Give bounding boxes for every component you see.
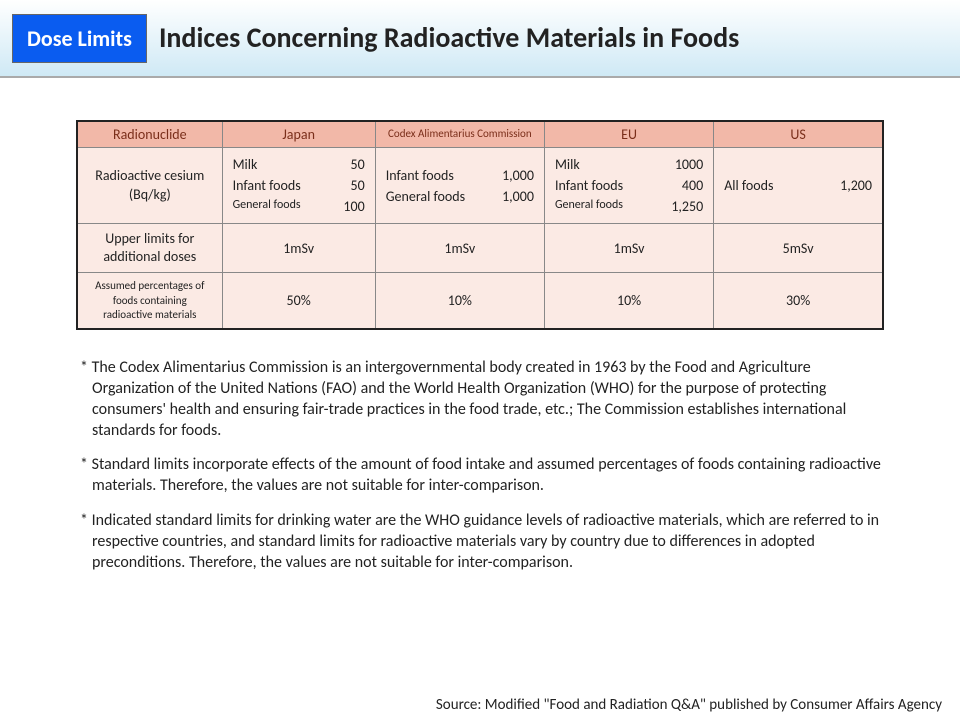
row-cesium: Radioactive cesium (Bq/kg) Milk50 Infant… bbox=[77, 148, 883, 224]
cell-codex-cesium: Infant foods1,000 General foods1,000 bbox=[375, 148, 544, 224]
row2-label: Upper limits for additional doses bbox=[77, 224, 222, 273]
note-2: * Standard limits incorporate effects of… bbox=[76, 455, 884, 497]
footnotes: * The Codex Alimentarius Commission is a… bbox=[76, 358, 884, 573]
row3-label: Assumed percentages of foods containing … bbox=[77, 273, 222, 329]
cell-us-limit: 5mSv bbox=[714, 224, 883, 273]
row-upper-limits: Upper limits for additional doses 1mSv 1… bbox=[77, 224, 883, 273]
col-japan: Japan bbox=[222, 121, 375, 148]
cell-eu-cesium: Milk1000 Infant foods400 General foods1,… bbox=[544, 148, 713, 224]
cell-japan-cesium: Milk50 Infant foods50 General foods100 bbox=[222, 148, 375, 224]
cell-eu-pct: 10% bbox=[544, 273, 713, 329]
col-codex: Codex Alimentarius Commission bbox=[375, 121, 544, 148]
row-assumed-pct: Assumed percentages of foods containing … bbox=[77, 273, 883, 329]
cell-eu-limit: 1mSv bbox=[544, 224, 713, 273]
cell-codex-pct: 10% bbox=[375, 273, 544, 329]
content-area: Radionuclide Japan Codex Alimentarius Co… bbox=[0, 78, 960, 573]
header-bar: Dose Limits Indices Concerning Radioacti… bbox=[0, 0, 960, 78]
cell-us-pct: 30% bbox=[714, 273, 883, 329]
indices-table: Radionuclide Japan Codex Alimentarius Co… bbox=[76, 120, 884, 330]
col-eu: EU bbox=[544, 121, 713, 148]
note-3: * Indicated standard limits for drinking… bbox=[76, 511, 884, 573]
page-title: Indices Concerning Radioactive Materials… bbox=[159, 22, 739, 54]
col-us: US bbox=[714, 121, 883, 148]
row1-label: Radioactive cesium (Bq/kg) bbox=[77, 148, 222, 224]
cell-us-cesium: All foods1,200 bbox=[714, 148, 883, 224]
table-header-row: Radionuclide Japan Codex Alimentarius Co… bbox=[77, 121, 883, 148]
dose-limits-badge: Dose Limits bbox=[12, 14, 147, 63]
cell-japan-pct: 50% bbox=[222, 273, 375, 329]
cell-japan-limit: 1mSv bbox=[222, 224, 375, 273]
cell-codex-limit: 1mSv bbox=[375, 224, 544, 273]
source-line: Source: Modified "Food and Radiation Q&A… bbox=[436, 696, 942, 714]
note-1: * The Codex Alimentarius Commission is a… bbox=[76, 358, 884, 441]
col-radionuclide: Radionuclide bbox=[77, 121, 222, 148]
